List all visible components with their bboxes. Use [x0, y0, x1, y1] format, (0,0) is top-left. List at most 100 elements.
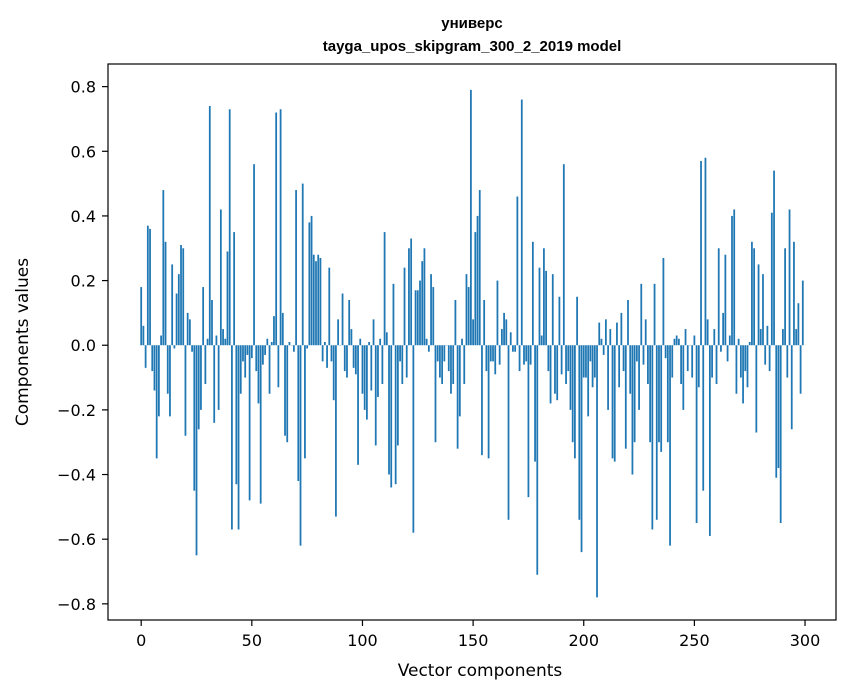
bar-287	[775, 345, 778, 478]
chart-title-line-1: универс	[441, 15, 503, 32]
bar-282	[764, 345, 767, 365]
bar-23	[191, 345, 193, 352]
bar-229	[647, 345, 649, 385]
bar-64	[281, 312, 284, 346]
bar-265	[726, 345, 729, 362]
bar-288	[777, 345, 780, 469]
y-tick-label: −0.4	[57, 466, 96, 485]
bar-80	[317, 254, 320, 346]
bar-46	[242, 345, 244, 362]
bar-206	[596, 345, 598, 598]
bar-155	[483, 299, 486, 346]
bar-42	[233, 232, 236, 346]
bar-122	[410, 238, 413, 346]
bar-13	[169, 345, 171, 417]
y-axis-label: Components values	[13, 258, 33, 426]
bar-233	[655, 345, 658, 520]
bar-277	[753, 248, 756, 346]
bar-153	[478, 190, 481, 346]
bar-76	[308, 222, 311, 346]
bar-136	[441, 345, 444, 385]
bar-71	[297, 345, 300, 481]
bar-44	[237, 345, 240, 530]
bar-51	[253, 164, 255, 346]
bar-67	[288, 342, 291, 346]
bar-207	[598, 322, 601, 346]
y-tick-label: 0.4	[71, 207, 96, 226]
bar-215	[616, 322, 618, 346]
bar-268	[733, 209, 736, 346]
chart-title-line-2: tayga_upos_skipgram_300_2_2019 model	[323, 38, 622, 55]
bar-69	[292, 345, 295, 352]
bar-19	[182, 248, 185, 346]
bar-133	[434, 345, 437, 443]
y-axis-ticks: −0.8 −0.6 −0.4 −0.2 0.0 0.2 0.4 0.6 0.8	[57, 78, 108, 614]
bar-43	[235, 345, 238, 485]
bar-270	[737, 338, 740, 346]
bar-105	[372, 319, 375, 346]
bar-183	[545, 270, 548, 346]
bar-34	[215, 335, 218, 346]
bar-192	[565, 345, 567, 385]
bar-219	[624, 345, 627, 449]
bar-220	[627, 299, 629, 346]
bar-31	[208, 106, 211, 346]
bar-221	[629, 345, 632, 394]
bar-297	[797, 303, 800, 346]
bar-39	[226, 251, 229, 346]
bar-162	[498, 345, 501, 365]
bar-7	[155, 345, 158, 459]
bar-32	[211, 299, 213, 346]
bar-18	[180, 245, 182, 346]
bar-75	[306, 345, 309, 349]
bar-10	[162, 190, 165, 346]
bar-163	[500, 329, 503, 346]
bar-224	[635, 345, 638, 362]
bar-63	[279, 109, 282, 346]
bar-123	[412, 345, 415, 533]
bar-201	[585, 345, 587, 378]
bar-218	[622, 345, 625, 372]
x-tick-label: 250	[679, 631, 710, 650]
bar-171	[518, 345, 521, 372]
bar-150	[472, 319, 474, 346]
bar-57	[266, 338, 269, 346]
bar-158	[489, 345, 492, 362]
bar-164	[503, 312, 505, 346]
bar-242	[675, 335, 678, 346]
y-tick-label: −0.8	[57, 595, 96, 614]
bar-147	[465, 274, 468, 346]
bar-212	[609, 329, 612, 346]
bar-96	[352, 345, 355, 368]
bar-30	[206, 338, 209, 346]
bar-91	[341, 293, 344, 346]
bar-74	[304, 345, 306, 459]
bar-225	[638, 345, 640, 410]
bar-262	[720, 345, 722, 352]
bar-62	[277, 345, 280, 388]
bar-20	[184, 345, 187, 436]
bar-14	[171, 264, 174, 346]
bar-202	[587, 345, 590, 417]
bar-291	[784, 248, 786, 346]
bar-292	[786, 345, 789, 378]
bar-8	[158, 345, 160, 417]
bar-141	[452, 345, 455, 385]
bar-269	[735, 345, 738, 394]
bar-107	[377, 345, 379, 397]
bar-261	[717, 248, 720, 346]
bar-179	[536, 345, 539, 575]
bar-199	[580, 345, 583, 553]
bar-82	[321, 345, 324, 362]
bar-181	[540, 335, 543, 346]
bar-97	[354, 345, 357, 375]
bar-255	[704, 157, 707, 346]
bar-239	[669, 345, 671, 546]
x-tick-label: 200	[568, 631, 599, 650]
bar-134	[436, 345, 439, 362]
bar-92	[343, 345, 346, 372]
bar-186	[551, 274, 554, 346]
bar-204	[591, 345, 594, 388]
bar-296	[795, 329, 798, 346]
